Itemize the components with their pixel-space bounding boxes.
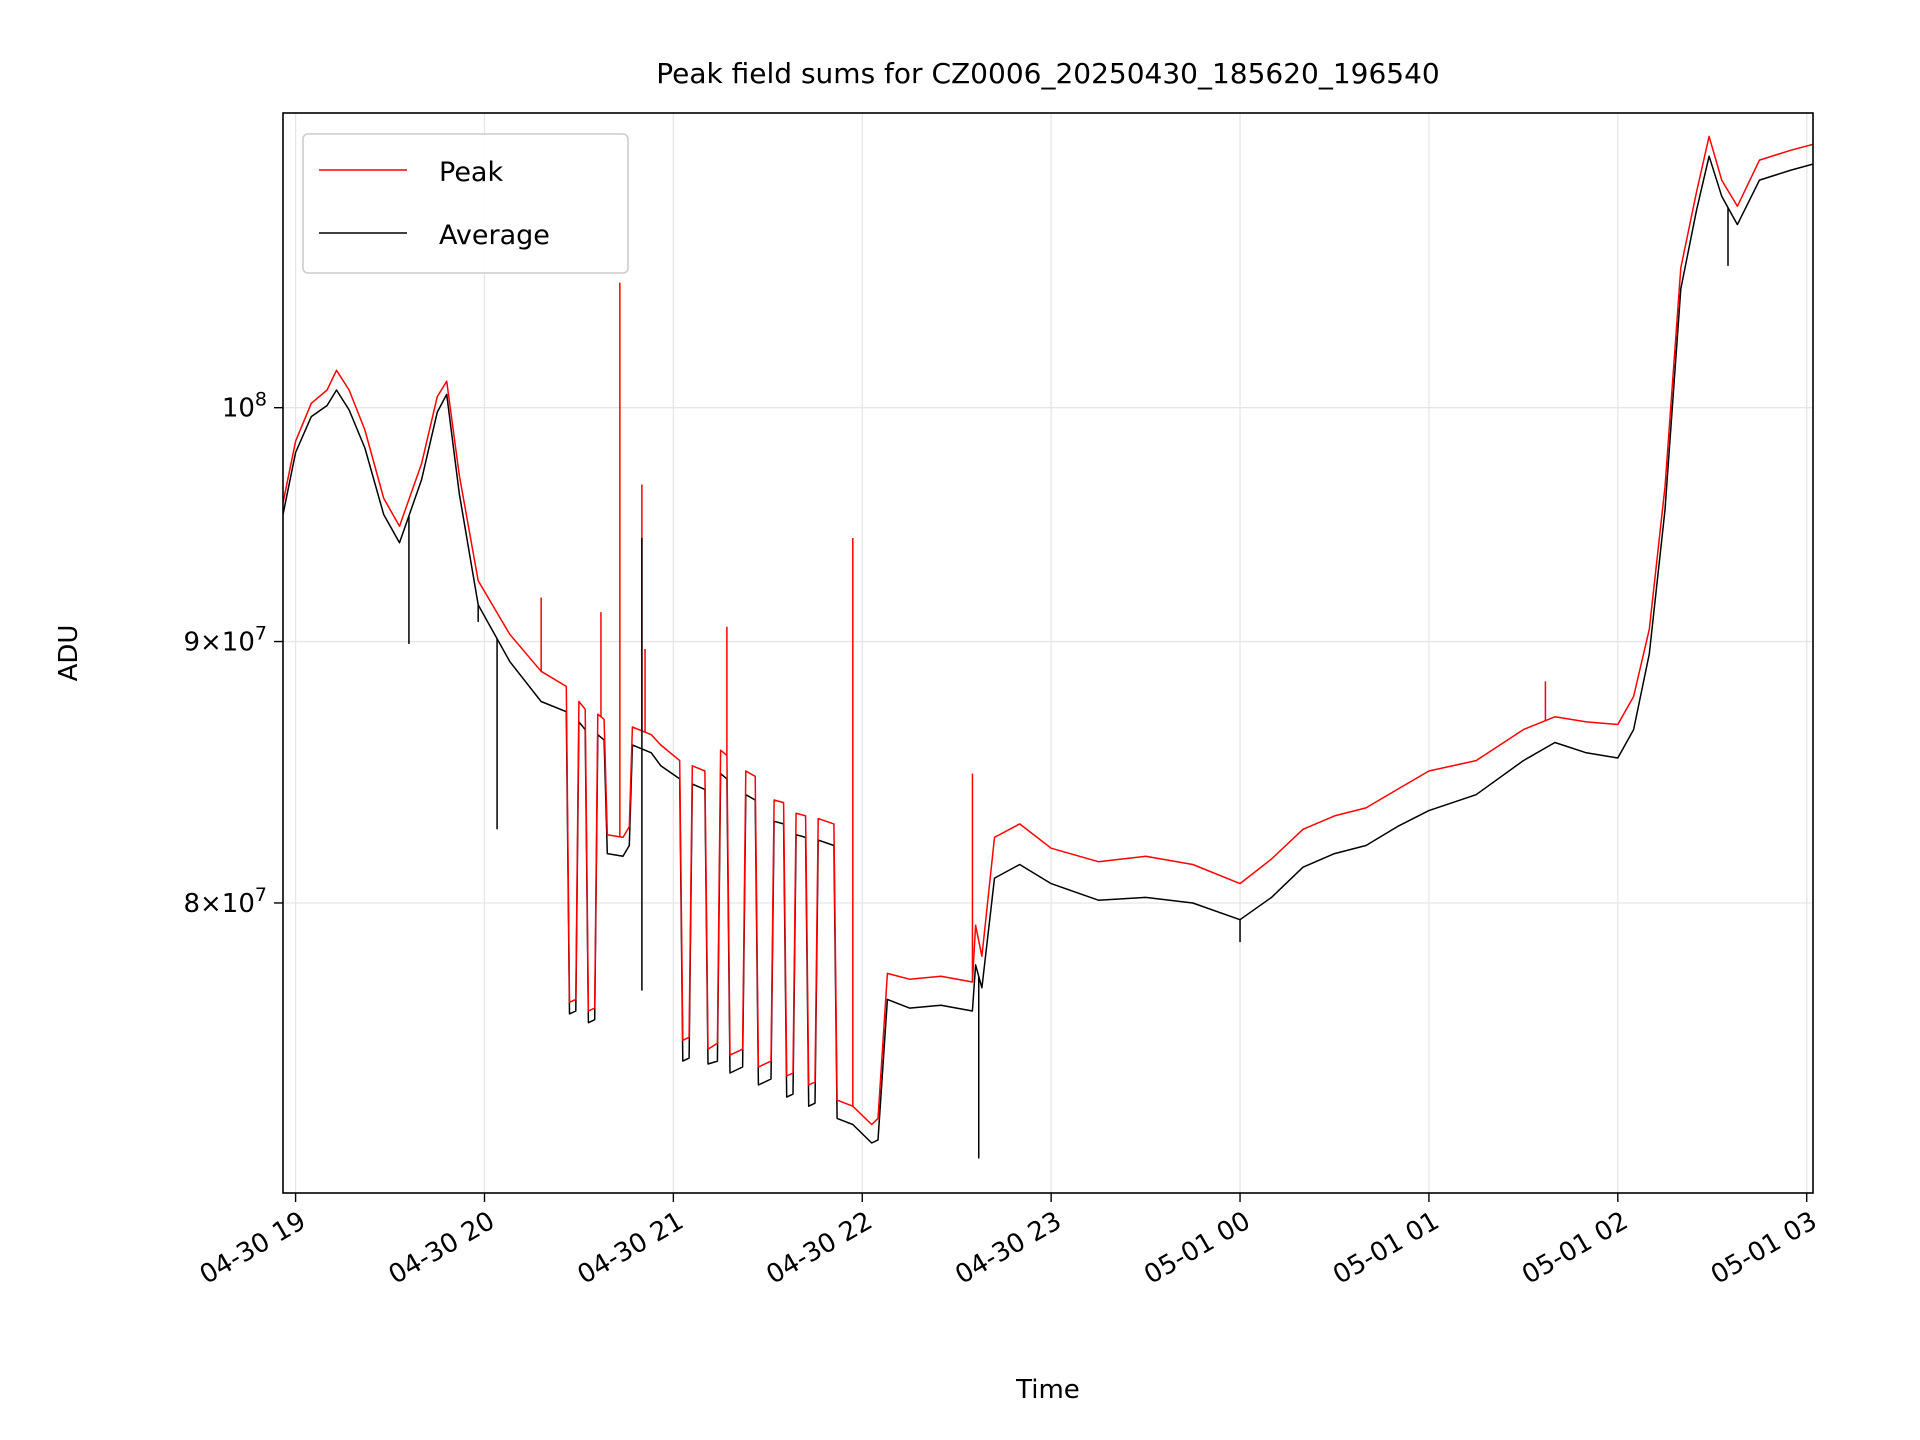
y-tick-label: 9×107 — [183, 623, 267, 658]
series-line-average — [283, 155, 1813, 1144]
plot-frame — [282, 112, 1814, 1194]
y-axis-label: ADU — [54, 625, 84, 682]
legend-average-label: Average — [439, 220, 550, 251]
x-axis-label: Time — [1015, 1375, 1080, 1405]
x-tick-label: 05-01 02 — [1517, 1206, 1633, 1290]
x-tick-label: 04-30 20 — [384, 1206, 500, 1290]
y-tick-label: 108 — [222, 389, 267, 424]
grid-lines — [283, 113, 1813, 1193]
plot-data-group — [283, 135, 1813, 1159]
x-tick-label: 05-01 01 — [1328, 1206, 1444, 1290]
y-axis: 8×107 9×107 108 — [183, 389, 283, 919]
x-tick-label: 05-01 03 — [1706, 1206, 1822, 1290]
chart-title: Peak field sums for CZ0006_20250430_1856… — [656, 57, 1439, 90]
legend: Peak Average — [302, 133, 629, 274]
x-tick-label: 04-30 19 — [195, 1206, 311, 1290]
x-axis: 04-30 19 04-30 20 04-30 21 04-30 22 04-30 23… — [195, 1193, 1822, 1291]
x-tick-label: 04-30 22 — [762, 1206, 878, 1290]
y-tick-label: 8×107 — [183, 884, 267, 919]
x-tick-label: 04-30 21 — [573, 1206, 689, 1290]
x-tick-label: 04-30 23 — [950, 1206, 1066, 1290]
x-tick-label: 05-01 00 — [1139, 1206, 1255, 1290]
series-line-peak — [283, 135, 1813, 1126]
legend-box — [302, 133, 629, 274]
legend-peak-label: Peak — [439, 157, 503, 188]
